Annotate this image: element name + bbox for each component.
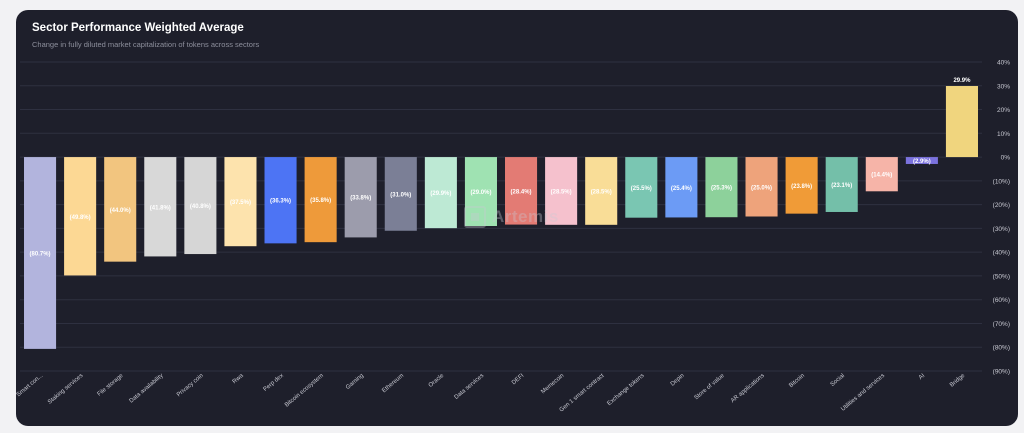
x-tick-label: AI xyxy=(918,373,926,381)
x-tick-label: Depin xyxy=(670,373,686,388)
data-label: (40.8%) xyxy=(190,204,211,210)
data-label: (25.3%) xyxy=(711,186,732,192)
bar xyxy=(344,157,377,238)
x-tick-label: Data services xyxy=(454,373,486,401)
x-tick-label: Staking services xyxy=(47,373,84,406)
data-label: (41.8%) xyxy=(150,205,171,211)
bar xyxy=(745,157,778,217)
bar xyxy=(865,157,898,192)
x-tick-label: Utilities and services xyxy=(840,373,886,413)
data-label: (80.7%) xyxy=(30,251,51,257)
data-label: (2.9%) xyxy=(913,159,931,165)
bar xyxy=(785,157,818,214)
data-label: (14.4%) xyxy=(871,173,892,179)
y-tick-label: (10%) xyxy=(993,178,1010,185)
y-tick-label: 30% xyxy=(997,83,1010,90)
bar-chart: (80.7%) (49.8%) (44.0%) (41.8%) (40.8%) (37.5… xyxy=(16,60,1011,414)
y-tick-label: (90%) xyxy=(993,369,1010,376)
artemis-watermark: Artemis xyxy=(464,206,559,228)
x-tick-label: Perp dex xyxy=(263,373,285,393)
y-tick-label: (30%) xyxy=(993,226,1010,233)
y-tick-label: (20%) xyxy=(993,202,1010,209)
watermark-text: Artemis xyxy=(492,207,559,226)
data-label: (23.8%) xyxy=(791,184,812,190)
x-tick-label: Oracle xyxy=(428,373,446,389)
chart-title: Sector Performance Weighted Average xyxy=(32,22,244,34)
x-tick-label: Memecoin xyxy=(540,373,565,395)
data-label: (25.5%) xyxy=(631,186,652,192)
data-label: (29.9%) xyxy=(430,191,451,197)
chart-card: Sector Performance Weighted Average Chan… xyxy=(16,10,1018,426)
bar xyxy=(825,157,858,212)
grid-lines xyxy=(20,61,982,372)
x-tick-label: Bridge xyxy=(949,373,967,389)
x-tick-label: Ethereum xyxy=(381,373,405,394)
y-tick-label: 20% xyxy=(997,107,1010,114)
bar xyxy=(104,157,137,262)
x-tick-label: Gen 1 smart contract xyxy=(559,373,606,414)
y-tick-label: 0% xyxy=(1001,155,1011,162)
bar xyxy=(585,157,618,225)
data-label: (25.0%) xyxy=(751,185,772,191)
bar xyxy=(304,157,337,243)
bars xyxy=(24,86,978,349)
data-label: (31.0%) xyxy=(390,192,411,198)
bar xyxy=(905,157,938,164)
bar xyxy=(625,157,658,218)
bar xyxy=(224,157,257,247)
data-label: (37.5%) xyxy=(230,200,251,206)
x-tick-label: Social xyxy=(830,373,846,388)
bar xyxy=(464,157,497,227)
x-tick-label: AR applications xyxy=(730,373,766,404)
data-label: 29.9% xyxy=(953,78,971,84)
x-tick-label: Store of value xyxy=(694,373,727,402)
x-tick-label: Exchange tokens xyxy=(606,373,645,407)
data-label: (49.8%) xyxy=(70,215,91,221)
bar xyxy=(545,157,578,225)
data-label: (29.0%) xyxy=(470,190,491,196)
x-axis-ticks: Smart con... Staking services File storage… xyxy=(16,373,967,414)
x-tick-label: Privacy coin xyxy=(176,373,205,398)
x-tick-label: Smart con... xyxy=(16,373,45,399)
bar xyxy=(24,157,57,349)
bar xyxy=(264,157,297,244)
data-label: (28.4%) xyxy=(511,189,532,195)
data-labels: (80.7%) (49.8%) (44.0%) (41.8%) (40.8%) (37.5… xyxy=(30,78,972,257)
data-label: (36.3%) xyxy=(270,199,291,205)
bar xyxy=(945,86,978,158)
data-label: (33.8%) xyxy=(350,196,371,202)
data-label: (28.5%) xyxy=(551,189,572,195)
y-tick-label: (50%) xyxy=(993,273,1010,280)
bar xyxy=(665,157,698,218)
y-tick-label: (80%) xyxy=(993,345,1010,352)
y-tick-label: (60%) xyxy=(993,297,1010,304)
bar xyxy=(384,157,417,231)
y-tick-label: 40% xyxy=(997,60,1010,67)
artemis-logo-icon xyxy=(464,206,486,228)
data-label: (35.8%) xyxy=(310,198,331,204)
bar xyxy=(705,157,738,218)
x-tick-label: Data availability xyxy=(129,373,165,405)
bar xyxy=(424,157,457,229)
bar xyxy=(505,157,538,225)
x-tick-label: DEFI xyxy=(511,373,526,387)
x-tick-label: File storage xyxy=(97,373,125,398)
y-axis-ticks: 40% 30% 20% 10% 0% (10%) (20%) (30%) (40%) (50%) (… xyxy=(993,60,1011,376)
x-tick-label: Gaming xyxy=(345,373,365,391)
x-tick-label: Rwa xyxy=(232,373,246,386)
y-tick-label: 10% xyxy=(997,131,1010,138)
bar xyxy=(144,157,177,257)
data-label: (25.4%) xyxy=(671,186,692,192)
data-label: (23.1%) xyxy=(831,183,852,189)
y-tick-label: (40%) xyxy=(993,250,1010,257)
data-label: (28.5%) xyxy=(591,189,612,195)
x-tick-label: Bitcoin xyxy=(788,373,806,389)
x-tick-label: Bitcoin ecosystem xyxy=(284,373,325,409)
chart-subtitle: Change in fully diluted market capitaliz… xyxy=(32,40,260,49)
data-label: (44.0%) xyxy=(110,208,131,214)
bar xyxy=(64,157,97,276)
bar xyxy=(184,157,217,255)
y-tick-label: (70%) xyxy=(993,321,1010,328)
